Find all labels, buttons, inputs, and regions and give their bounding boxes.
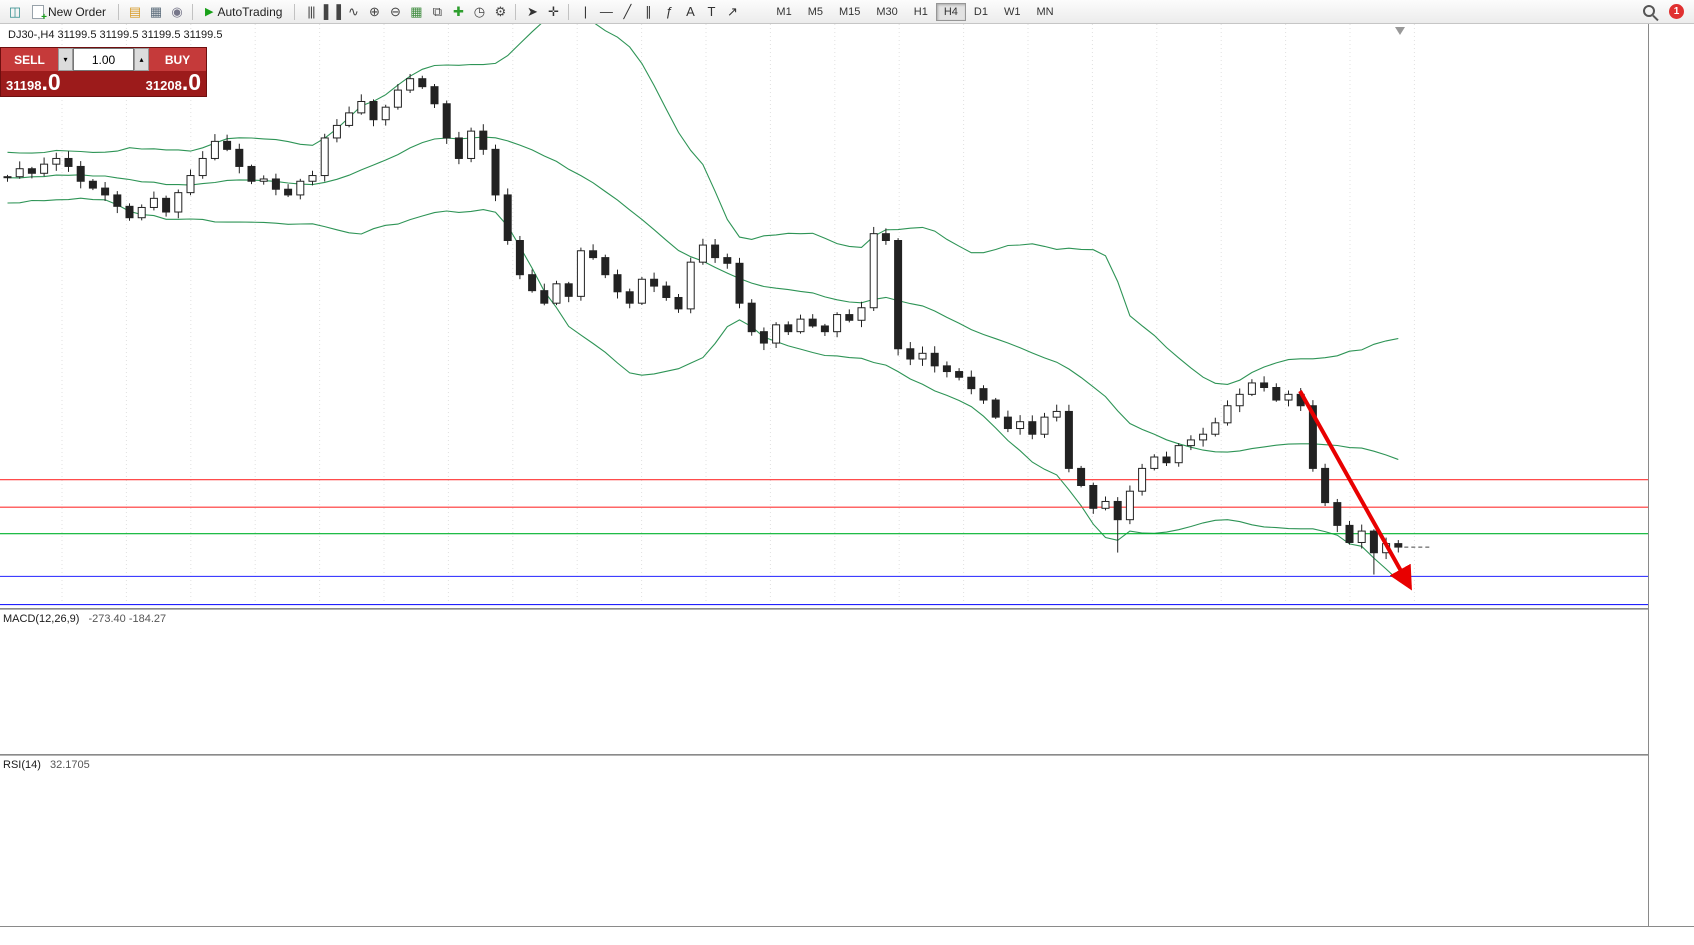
panel-splitter[interactable] bbox=[0, 754, 1694, 756]
toolbar-right: 1 bbox=[1638, 1, 1690, 22]
text-tool-icon[interactable]: A bbox=[686, 3, 695, 19]
buy-price-pips: .0 bbox=[181, 69, 201, 95]
volume-input[interactable] bbox=[73, 48, 134, 71]
line-chart-icon[interactable]: ∿ bbox=[347, 3, 359, 19]
toolbar-left-icons: ◫ bbox=[4, 2, 25, 22]
hline-tool-icon[interactable]: — bbox=[599, 3, 613, 19]
sell-button[interactable]: SELL bbox=[1, 48, 58, 71]
timeframe-m30[interactable]: M30 bbox=[868, 3, 905, 21]
cursor-icon[interactable]: ➤ bbox=[526, 3, 538, 19]
macd-values: -273.40 -184.27 bbox=[88, 613, 167, 625]
timeframe-h4[interactable]: H4 bbox=[935, 2, 966, 21]
new-order-button[interactable]: New Order bbox=[25, 2, 113, 23]
sell-price[interactable]: 31198.0 bbox=[6, 69, 61, 95]
timeframe-m15[interactable]: M15 bbox=[831, 3, 868, 21]
timeframe-d1[interactable]: D1 bbox=[966, 3, 996, 21]
label-tool-icon[interactable]: T bbox=[707, 3, 715, 19]
rsi-indicator-label: RSI(14) 32.1705 bbox=[3, 759, 90, 771]
zoom-in-icon[interactable]: ⊕ bbox=[368, 3, 380, 19]
bollinger-bands bbox=[7, 24, 1399, 581]
toolbar-drawing-icons: | — ╱ ∥ ƒ A T ↗ bbox=[574, 1, 742, 22]
new-order-icon bbox=[32, 4, 47, 23]
shapes-tool-icon[interactable]: ↗ bbox=[726, 3, 738, 19]
volume-up-button[interactable]: ▴ bbox=[134, 48, 149, 71]
main-toolbar: ◫ New Order ▤ ▦ ◉ ▶ AutoTrading ||| ▌▐ ∿ ⊕ ⊖ ▦ ⧉… bbox=[0, 0, 1694, 24]
period-clock-icon[interactable]: ◷ bbox=[473, 3, 485, 19]
toolbar-separator bbox=[568, 3, 570, 20]
timeframe-m1[interactable]: M1 bbox=[768, 3, 799, 21]
vline-tool-icon[interactable]: | bbox=[583, 3, 587, 19]
print-icon[interactable]: ▦ bbox=[149, 3, 162, 19]
trade-panel-prices: 31198.0 31208.0 bbox=[1, 71, 206, 96]
buy-price-main: 31208 bbox=[145, 78, 182, 93]
toolbar-chart-icons: ||| ▌▐ ∿ ⊕ ⊖ ▦ ⧉ ✚ ◷ ⚙ bbox=[300, 1, 510, 22]
crosshair-icon[interactable]: ✛ bbox=[547, 3, 559, 19]
toolbar-system-icons: ▤ ▦ ◉ bbox=[124, 2, 187, 22]
candlestick-series bbox=[3, 73, 1403, 575]
sell-price-pips: .0 bbox=[41, 69, 61, 95]
symbol-ohlc-info: DJ30-,H4 31199.5 31199.5 31199.5 31199.5 bbox=[8, 29, 223, 41]
toolbar-separator bbox=[192, 3, 194, 20]
buy-price[interactable]: 31208.0 bbox=[145, 69, 201, 95]
timeframe-m5[interactable]: M5 bbox=[800, 3, 831, 21]
price-scale[interactable] bbox=[1648, 24, 1694, 926]
timeframe-h1[interactable]: H1 bbox=[906, 3, 936, 21]
chart-area: DJ30-,H4 31199.5 31199.5 31199.5 31199.5… bbox=[0, 24, 1694, 945]
trendline-tool-icon[interactable]: ╱ bbox=[623, 3, 632, 19]
macd-name: MACD(12,26,9) bbox=[3, 613, 80, 625]
trend-arrow-down bbox=[1298, 390, 1412, 591]
notification-badge[interactable]: 1 bbox=[1669, 4, 1684, 19]
cascade-windows-icon[interactable]: ⧉ bbox=[432, 3, 442, 19]
timeframe-group: M1 M5 M15 M30 H1 H4 D1 W1 MN bbox=[768, 2, 1061, 21]
buy-button[interactable]: BUY bbox=[149, 48, 206, 71]
toolbar-separator bbox=[515, 3, 517, 20]
one-click-trading-panel: SELL ▾ ▴ BUY 31198.0 31208.0 bbox=[0, 47, 207, 97]
rsi-panel[interactable] bbox=[0, 756, 1648, 926]
candlestick-chart-icon[interactable]: ▌▐ bbox=[323, 3, 341, 19]
sell-price-main: 31198 bbox=[6, 78, 42, 93]
rsi-value: 32.1705 bbox=[49, 759, 90, 771]
chart-settings-icon[interactable]: ⚙ bbox=[494, 3, 507, 19]
autotrading-label: AutoTrading bbox=[217, 4, 283, 19]
chart-shift-marker bbox=[1395, 27, 1405, 35]
toolbar-separator bbox=[118, 3, 120, 20]
macd-panel[interactable] bbox=[0, 610, 1648, 754]
new-order-label: New Order bbox=[48, 4, 107, 19]
grid-lines bbox=[61, 24, 1415, 608]
trade-panel-controls: SELL ▾ ▴ BUY bbox=[1, 48, 206, 71]
timeframe-mn[interactable]: MN bbox=[1028, 3, 1061, 21]
new-chart-icon[interactable]: ✚ bbox=[452, 3, 464, 19]
profiles-folder-icon[interactable]: ▤ bbox=[128, 3, 141, 19]
toolbar-separator bbox=[294, 3, 296, 20]
bar-chart-icon[interactable]: ||| bbox=[307, 3, 315, 19]
macd-indicator-label: MACD(12,26,9) -273.40 -184.27 bbox=[3, 613, 166, 625]
autotrading-button[interactable]: ▶ AutoTrading bbox=[198, 2, 289, 22]
chart-window-icon[interactable]: ◫ bbox=[8, 3, 21, 19]
fibonacci-tool-icon[interactable]: ƒ bbox=[665, 3, 673, 19]
toolbar-right-icons bbox=[1638, 1, 1659, 22]
tile-windows-icon[interactable]: ▦ bbox=[410, 3, 422, 19]
channel-tool-icon[interactable]: ∥ bbox=[645, 3, 652, 19]
rsi-name: RSI(14) bbox=[3, 759, 41, 771]
volume-down-button[interactable]: ▾ bbox=[58, 48, 73, 71]
search-icon[interactable] bbox=[1638, 1, 1659, 21]
autotrading-play-icon: ▶ bbox=[205, 6, 214, 18]
toolbar-pointer-icons: ➤ ✛ bbox=[521, 2, 563, 22]
timeframe-w1[interactable]: W1 bbox=[996, 3, 1029, 21]
panel-splitter[interactable] bbox=[0, 608, 1694, 610]
price-chart[interactable] bbox=[0, 24, 1648, 608]
record-icon[interactable]: ◉ bbox=[171, 3, 182, 19]
zoom-out-icon[interactable]: ⊖ bbox=[389, 3, 401, 19]
level-lines[interactable] bbox=[0, 479, 1648, 606]
time-axis[interactable] bbox=[0, 926, 1694, 945]
